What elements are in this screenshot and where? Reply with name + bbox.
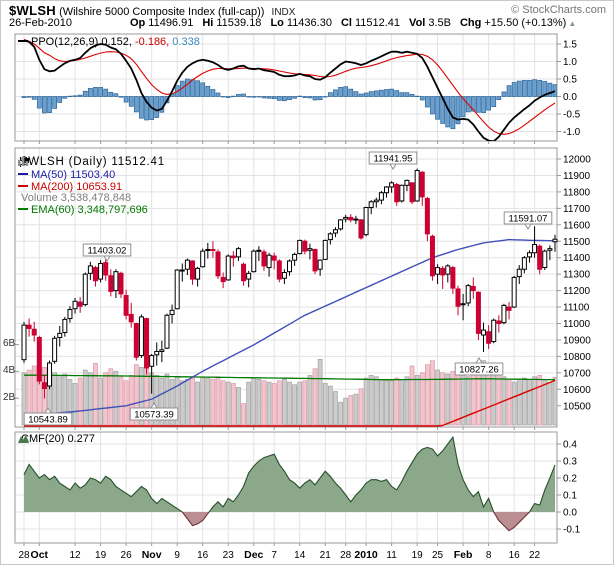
ppo-signal-value: -0.186, bbox=[134, 36, 170, 48]
chart-header: $WLSH (Wilshire 5000 Composite Index (fu… bbox=[9, 4, 295, 18]
ppo-legend-name: PPO(12,26,9) bbox=[31, 36, 99, 48]
svg-text:2010: 2010 bbox=[354, 549, 378, 561]
svg-text:11700: 11700 bbox=[563, 204, 591, 215]
svg-text:22: 22 bbox=[529, 550, 541, 561]
close-label: Cl bbox=[340, 17, 352, 29]
svg-text:-0.5: -0.5 bbox=[563, 110, 581, 121]
cmf-legend-text: CMF(20) 0.277 bbox=[21, 433, 95, 445]
low-label: Lo bbox=[270, 17, 284, 29]
svg-text:Nov: Nov bbox=[142, 549, 162, 561]
brand: © StockCharts.com bbox=[511, 4, 606, 16]
volume-axis-2b: 2B bbox=[3, 392, 16, 403]
svg-text:Feb: Feb bbox=[454, 549, 473, 561]
quote-row: 26-Feb-2010 Op 11496.91 Hi 11539.18 Lo 11436.3… bbox=[9, 18, 576, 29]
svg-text:10500: 10500 bbox=[563, 401, 591, 412]
svg-text:12000: 12000 bbox=[563, 155, 591, 166]
legend-ma200-row: MA(200) 10653.91 bbox=[18, 181, 165, 194]
high-label: Hi bbox=[202, 17, 214, 29]
svg-text:-1.0: -1.0 bbox=[563, 127, 581, 138]
svg-text:26: 26 bbox=[121, 550, 133, 561]
legend-ma50-row: MA(50) 11503.40 bbox=[18, 170, 165, 182]
svg-text:7: 7 bbox=[271, 550, 277, 561]
cmf-legend: CMF(20) 0.277 bbox=[18, 434, 95, 445]
svg-text:10827.26: 10827.26 bbox=[459, 365, 499, 376]
high-value: 11539.18 bbox=[216, 17, 262, 29]
svg-text:0.1: 0.1 bbox=[563, 491, 577, 502]
svg-text:16: 16 bbox=[509, 550, 521, 561]
change-label: Chg bbox=[459, 17, 482, 29]
svg-text:9: 9 bbox=[174, 550, 180, 561]
volume-value: 3.5B bbox=[428, 17, 451, 29]
ma200-swatch-icon bbox=[18, 184, 28, 187]
svg-text:10700: 10700 bbox=[563, 368, 591, 379]
change-up-arrow-icon: ▲ bbox=[568, 19, 577, 28]
legend-volume-row: Volume 3,538,478,848 bbox=[18, 157, 165, 205]
ema60-swatch-icon bbox=[18, 207, 28, 210]
svg-text:8: 8 bbox=[486, 550, 492, 561]
svg-text:11400: 11400 bbox=[563, 253, 591, 264]
svg-text:11403.02: 11403.02 bbox=[88, 246, 127, 257]
exchange-label: INDX bbox=[271, 7, 296, 18]
svg-text:11800: 11800 bbox=[563, 187, 591, 198]
svg-text:14: 14 bbox=[294, 550, 306, 561]
svg-text:0.0: 0.0 bbox=[563, 508, 577, 519]
chart-title: (Wilshire 5000 Composite Index (full-cap… bbox=[59, 6, 265, 18]
svg-text:10600: 10600 bbox=[563, 385, 591, 396]
svg-text:0.3: 0.3 bbox=[563, 457, 577, 468]
ma50-swatch-icon bbox=[18, 173, 28, 175]
svg-text:19: 19 bbox=[95, 550, 107, 561]
svg-text:11: 11 bbox=[386, 550, 397, 561]
svg-text:Oct: Oct bbox=[31, 549, 49, 561]
svg-text:21: 21 bbox=[320, 550, 332, 561]
svg-text:11941.95: 11941.95 bbox=[374, 154, 413, 165]
svg-text:23: 23 bbox=[223, 550, 235, 561]
svg-text:28: 28 bbox=[18, 550, 30, 561]
svg-text:25: 25 bbox=[432, 550, 444, 561]
svg-text:11200: 11200 bbox=[563, 286, 591, 297]
svg-text:10543.89: 10543.89 bbox=[28, 415, 68, 426]
ppo-legend: PPO(12,26,9) 0.152, -0.186, 0.338 bbox=[18, 37, 200, 48]
svg-text:0.5: 0.5 bbox=[563, 75, 577, 86]
svg-text:11300: 11300 bbox=[563, 270, 591, 281]
open-value: 11496.91 bbox=[148, 17, 194, 29]
svg-text:11900: 11900 bbox=[563, 171, 591, 182]
main-legend: $WLSH (Daily) 11512.41 MA(50) 11503.40 M… bbox=[18, 156, 165, 217]
ppo-hist-value: 0.338 bbox=[172, 36, 200, 48]
svg-text:Dec: Dec bbox=[244, 549, 263, 561]
svg-text:0.4: 0.4 bbox=[563, 440, 577, 451]
svg-text:10900: 10900 bbox=[563, 335, 591, 346]
svg-text:1.0: 1.0 bbox=[563, 57, 577, 68]
svg-text:11500: 11500 bbox=[563, 237, 591, 248]
change-value: +15.50 (+0.13%) bbox=[484, 17, 567, 29]
svg-text:0.0: 0.0 bbox=[563, 92, 577, 103]
close-value: 11512.41 bbox=[354, 17, 401, 29]
volume-axis-6b: 6B bbox=[3, 338, 16, 349]
svg-text:12: 12 bbox=[69, 550, 81, 561]
svg-text:28: 28 bbox=[340, 550, 352, 561]
svg-text:19: 19 bbox=[412, 550, 424, 561]
svg-text:11100: 11100 bbox=[563, 303, 590, 314]
svg-text:11600: 11600 bbox=[563, 220, 591, 231]
ticker-symbol: $WLSH bbox=[9, 3, 56, 18]
open-label: Op bbox=[130, 17, 146, 29]
svg-text:16: 16 bbox=[197, 550, 209, 561]
svg-text:11000: 11000 bbox=[563, 319, 591, 330]
svg-text:0.2: 0.2 bbox=[563, 474, 577, 485]
svg-text:11591.07: 11591.07 bbox=[509, 214, 548, 225]
legend-ema60-row: EMA(60) 3,348,797,696 bbox=[18, 204, 165, 217]
volume-axis-4b: 4B bbox=[3, 365, 16, 376]
date-label: 26-Feb-2010 bbox=[9, 17, 72, 29]
svg-text:-0.1: -0.1 bbox=[563, 525, 581, 536]
svg-text:10573.39: 10573.39 bbox=[134, 410, 174, 421]
low-value: 11436.30 bbox=[286, 17, 332, 29]
svg-text:1.5: 1.5 bbox=[563, 40, 577, 51]
ppo-value: 0.152, bbox=[101, 36, 132, 48]
ppo-line-swatch-icon bbox=[18, 40, 28, 42]
svg-text:10800: 10800 bbox=[563, 352, 591, 363]
volume-label: Vol bbox=[409, 17, 426, 29]
